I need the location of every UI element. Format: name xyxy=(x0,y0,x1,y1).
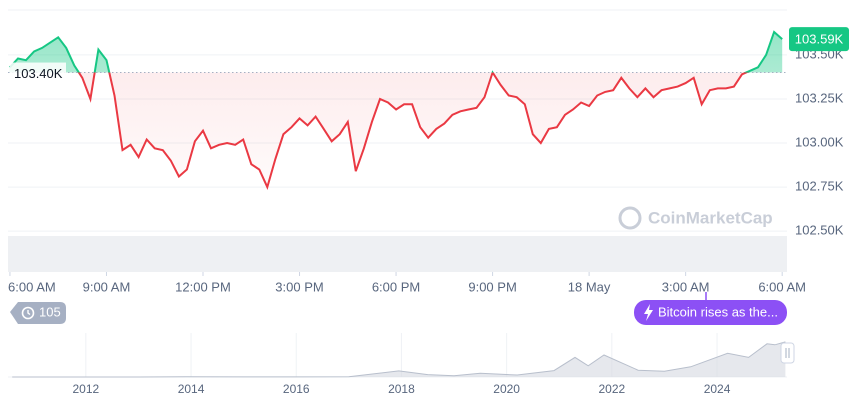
navigator-tick-label: 2014 xyxy=(178,382,205,396)
x-tick-label: 9:00 PM xyxy=(468,279,516,294)
current-price-badge xyxy=(789,27,849,52)
navigator-tick-label: 2018 xyxy=(388,382,415,396)
events-count: 105 xyxy=(39,304,61,319)
baseline-label: 103.40K xyxy=(14,66,63,81)
news-badge[interactable]: Bitcoin rises as the... xyxy=(634,292,787,325)
x-tick-label: 18 May xyxy=(568,279,611,294)
current-price-label: 103.59K xyxy=(795,32,844,47)
x-tick-label: 3:00 PM xyxy=(275,279,323,294)
x-tick-label: 6:00 PM xyxy=(372,279,420,294)
price-line-down xyxy=(77,72,749,190)
y-tick-label: 103.00K xyxy=(795,134,844,149)
x-tick-label: 6:00 AM xyxy=(8,279,56,294)
events-badge[interactable]: 105 xyxy=(10,302,66,324)
x-tick-label: 6:00 AM xyxy=(758,279,806,294)
navigator-tick-label: 2022 xyxy=(598,382,625,396)
navigator-handle[interactable] xyxy=(780,342,795,364)
watermark-text: CoinMarketCap xyxy=(648,208,773,227)
x-tick-label: 3:00 AM xyxy=(662,279,710,294)
navigator-area xyxy=(12,341,786,377)
x-tick-label: 9:00 AM xyxy=(83,279,131,294)
navigator-line xyxy=(12,341,786,378)
navigator-tick-label: 2016 xyxy=(283,382,310,396)
volume-band xyxy=(8,236,787,272)
navigator-tick-label: 2024 xyxy=(704,382,731,396)
watermark: CoinMarketCap xyxy=(618,206,773,230)
area-down xyxy=(9,72,783,188)
x-tick-label: 12:00 PM xyxy=(175,279,231,294)
navigator-tick-label: 2020 xyxy=(493,382,520,396)
y-tick-label: 103.25K xyxy=(795,90,844,105)
navigator-tick-label: 2012 xyxy=(72,382,99,396)
news-text: Bitcoin rises as the... xyxy=(658,304,778,319)
baseline-label-bg xyxy=(10,62,66,81)
y-tick-label: 102.50K xyxy=(795,223,844,238)
y-tick-label: 102.75K xyxy=(795,179,844,194)
